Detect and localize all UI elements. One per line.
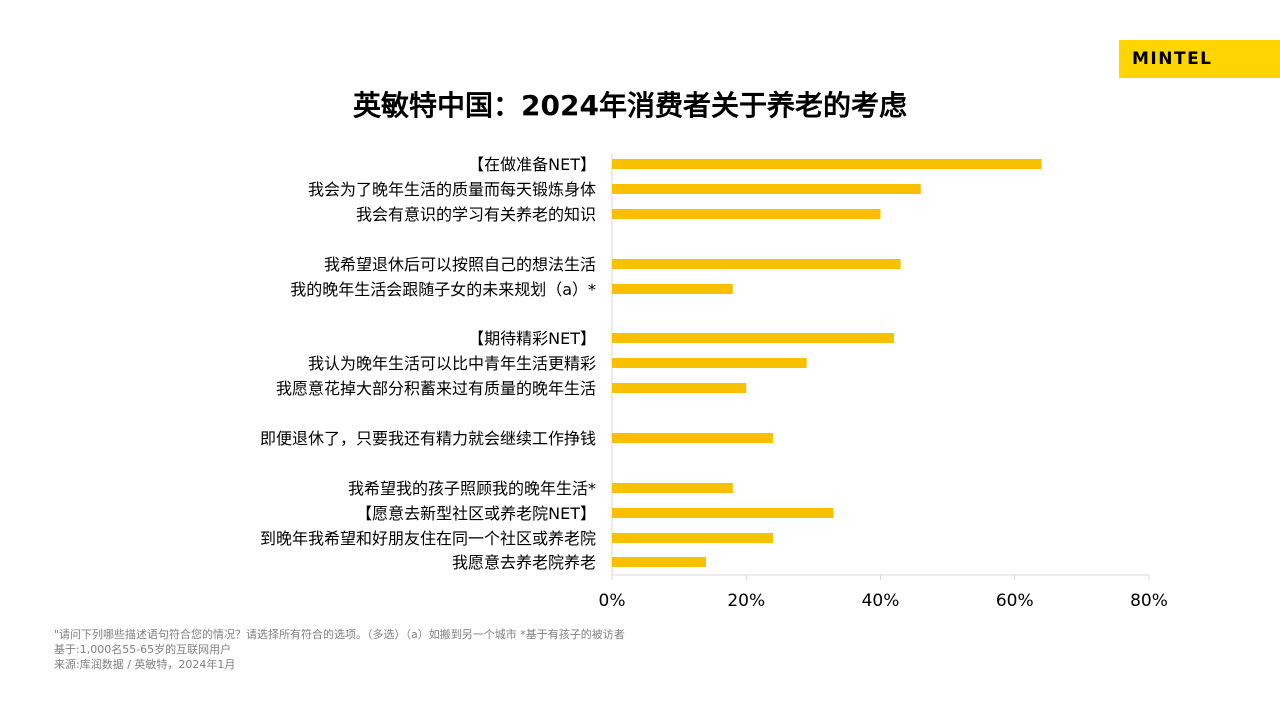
category-label: 我的晚年生活会跟随子女的未来规划（a）* — [290, 280, 596, 299]
category-label: 我希望退休后可以按照自己的想法生活 — [324, 255, 596, 274]
bar-chart: 【在做准备NET】我会为了晚年生活的质量而每天锻炼身体我会有意识的学习有关养老的… — [260, 153, 1168, 611]
bar — [612, 159, 1042, 169]
category-label: 我会有意识的学习有关养老的知识 — [356, 205, 596, 224]
bar — [612, 433, 774, 443]
category-label: 【在做准备NET】 — [468, 155, 596, 174]
category-label: 即便退休了，只要我还有精力就会继续工作挣钱 — [260, 429, 596, 448]
bar — [612, 184, 921, 194]
footnote-question: "请问下列哪些描述语句符合您的情况？请选择所有符合的选项。（多选）（a）如搬到另… — [54, 628, 625, 641]
category-label: 我愿意花掉大部分积蓄来过有质量的晚年生活 — [276, 379, 596, 398]
category-label: 【期待精彩NET】 — [468, 329, 596, 348]
mintel-logo: MINTEL — [1119, 40, 1280, 78]
x-tick-label: 0% — [599, 591, 626, 611]
category-label: 我希望我的孩子照顾我的晚年生活* — [348, 479, 596, 498]
bar — [612, 533, 774, 543]
bar — [612, 333, 894, 343]
x-tick-label: 20% — [727, 591, 765, 611]
category-label: 【愿意去新型社区或养老院NET】 — [356, 504, 596, 523]
footnotes: "请问下列哪些描述语句符合您的情况？请选择所有符合的选项。（多选）（a）如搬到另… — [54, 627, 625, 672]
chart-title: 英敏特中国：2024年消费者关于养老的考虑 — [353, 89, 907, 122]
category-label: 我会为了晚年生活的质量而每天锻炼身体 — [308, 180, 596, 199]
x-tick-label: 80% — [1130, 591, 1168, 611]
x-tick-label: 40% — [862, 591, 900, 611]
bar — [612, 383, 747, 393]
bar — [612, 284, 733, 294]
bar — [612, 483, 733, 493]
footnote-base: 基于:1,000名55-65岁的互联网用户 — [54, 643, 232, 656]
category-label: 我认为晚年生活可以比中青年生活更精彩 — [308, 354, 596, 373]
category-label: 我愿意去养老院养老 — [452, 553, 596, 572]
category-label: 到晚年我希望和好朋友住在同一个社区或养老院 — [260, 529, 596, 548]
bar — [612, 358, 807, 368]
bar — [612, 557, 706, 567]
footnote-source: 来源:库润数据 / 英敏特，2024年1月 — [54, 658, 236, 671]
logo-text: MINTEL — [1132, 49, 1213, 69]
bar — [612, 209, 881, 219]
bar — [612, 508, 834, 518]
x-tick-label: 60% — [996, 591, 1034, 611]
bar — [612, 259, 901, 269]
